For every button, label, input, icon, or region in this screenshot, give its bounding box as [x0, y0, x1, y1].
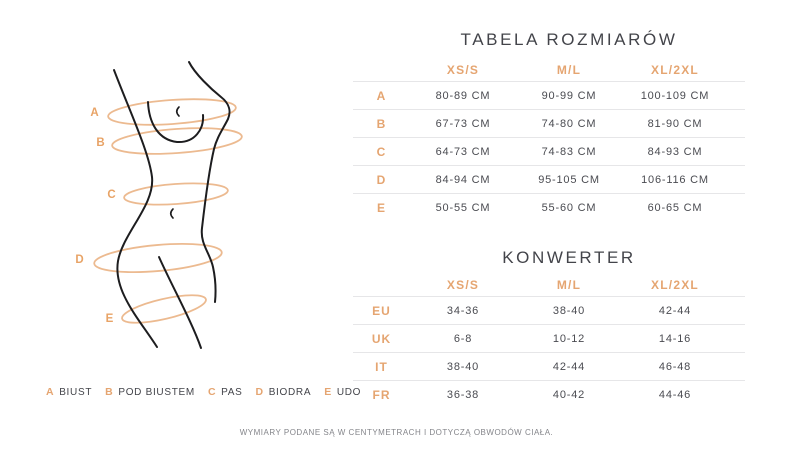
table-cell: 14-16 — [658, 332, 692, 345]
legend-item-underbust: B POD BIUSTEM — [105, 386, 195, 398]
table-cell: 84-93 CM — [647, 145, 703, 158]
bust-circle — [107, 98, 237, 126]
table-cell: 44-46 — [658, 389, 692, 401]
breast-curve — [147, 101, 205, 144]
measure-point-labels: A B C D E — [75, 107, 116, 325]
table-cell: 6-8 — [453, 332, 473, 345]
body-measurement-diagram: A B C D E — [75, 61, 243, 349]
converter-row-uk: UK 6-8 10-12 14-16 — [353, 325, 745, 353]
body-outline — [113, 61, 231, 349]
size-table-row-e: E 50-55 CM 55-60 CM 60-65 CM — [353, 194, 745, 222]
footer-note: WYMIARY PODANE SĄ W CENTYMETRACH I DOTYC… — [239, 428, 554, 437]
waist-circle — [123, 182, 229, 206]
thigh-circle — [121, 294, 207, 324]
table-cell: 90-99 CM — [541, 89, 597, 102]
table-cell: 60-65 CM — [647, 202, 703, 214]
table-cell: 84-94 CM — [435, 173, 491, 186]
legend-label: BIUST — [59, 387, 93, 398]
table-cell: 100-109 CM — [640, 89, 710, 102]
navel-mark — [169, 208, 174, 219]
table-cell: 106-116 CM — [641, 173, 709, 186]
row-label: IT — [375, 359, 388, 374]
row-label: D — [376, 172, 387, 187]
measure-label-b: B — [96, 137, 105, 149]
size-table-header-row: XS/S M/L XL/2XL — [353, 58, 745, 82]
table-cell: 42-44 — [658, 304, 692, 317]
table-cell: 64-73 CM — [435, 145, 491, 158]
tables-panel: TABELA ROZMIARÓW XS/S M/L XL/2XL A 80-89… — [353, 28, 745, 409]
size-table-row-a: A 80-89 CM 90-99 CM 100-109 CM — [353, 82, 745, 110]
inner-leg-line — [158, 256, 202, 349]
legend-key: C — [207, 386, 217, 398]
legend-label: UDO — [336, 387, 362, 398]
body-back-line — [113, 69, 158, 348]
nipple-mark — [175, 106, 180, 117]
column-header-xs-s: XS/S — [446, 277, 480, 292]
row-label: E — [376, 201, 386, 215]
table-cell: 38-40 — [552, 304, 586, 317]
row-label: EU — [372, 303, 391, 318]
measurement-circles — [93, 98, 243, 324]
legend-key: D — [255, 386, 264, 398]
table-cell: 95-105 CM — [538, 173, 600, 186]
table-cell: 40-42 — [552, 389, 586, 401]
legend-item-waist: C PAS — [208, 386, 243, 398]
table-cell: 50-55 CM — [435, 202, 491, 214]
underbust-circle — [111, 127, 243, 155]
row-label: C — [376, 144, 387, 159]
size-table-row-b: B 67-73 CM 74-80 CM 81-90 CM — [353, 110, 745, 138]
row-label: A — [376, 88, 387, 103]
column-header-xl-2xl: XL/2XL — [651, 277, 699, 292]
column-header-xl-2xl: XL/2XL — [651, 62, 699, 77]
measurement-legend: A BIUST B POD BIUSTEM C PAS D BIODRA E U… — [46, 386, 361, 398]
table-cell: 74-80 CM — [541, 117, 597, 130]
row-label: UK — [371, 331, 392, 346]
table-cell: 38-40 — [446, 360, 480, 373]
converter-table-title: KONWERTER — [502, 248, 636, 267]
hip-circle — [93, 242, 223, 274]
legend-key: B — [105, 386, 114, 398]
row-label: FR — [372, 388, 391, 402]
body-front-line — [188, 61, 231, 303]
table-cell: 42-44 — [552, 360, 586, 373]
size-table-title: TABELA ROZMIARÓW — [460, 30, 678, 49]
table-cell: 55-60 CM — [541, 202, 597, 214]
column-header-xs-s: XS/S — [446, 62, 480, 77]
legend-item-bust: A BIUST — [46, 386, 92, 398]
converter-row-fr: FR 36-38 40-42 44-46 — [353, 381, 745, 409]
converter-row-it: IT 38-40 42-44 46-48 — [353, 353, 745, 381]
row-label: B — [376, 116, 387, 131]
converter-table-header-row: XS/S M/L XL/2XL — [353, 273, 745, 297]
legend-key: E — [324, 386, 332, 398]
measure-label-c: C — [107, 189, 116, 201]
table-cell: 10-12 — [552, 332, 586, 345]
measure-label-a: A — [90, 107, 99, 119]
table-cell: 67-73 CM — [435, 117, 491, 130]
table-cell: 80-89 CM — [435, 89, 491, 102]
measure-label-d: D — [75, 254, 84, 266]
size-table-row-c: C 64-73 CM 74-83 CM 84-93 CM — [353, 138, 745, 166]
table-cell: 81-90 CM — [647, 117, 703, 130]
measure-label-e: E — [106, 313, 115, 325]
table-cell: 46-48 — [658, 360, 692, 373]
legend-label: POD BIUSTEM — [118, 387, 195, 398]
legend-item-hips: D BIODRA — [256, 386, 312, 398]
legend-label: PAS — [221, 387, 243, 398]
column-header-m-l: M/L — [556, 277, 582, 292]
size-table-row-d: D 84-94 CM 95-105 CM 106-116 CM — [353, 166, 745, 194]
column-header-m-l: M/L — [556, 62, 582, 77]
converter-row-eu: EU 34-36 38-40 42-44 — [353, 297, 745, 325]
table-cell: 34-36 — [446, 304, 480, 317]
table-cell: 74-83 CM — [541, 145, 597, 158]
legend-key: A — [46, 386, 55, 398]
legend-item-thigh: E UDO — [324, 386, 361, 398]
table-cell: 36-38 — [446, 389, 480, 401]
legend-label: BIODRA — [268, 387, 312, 398]
